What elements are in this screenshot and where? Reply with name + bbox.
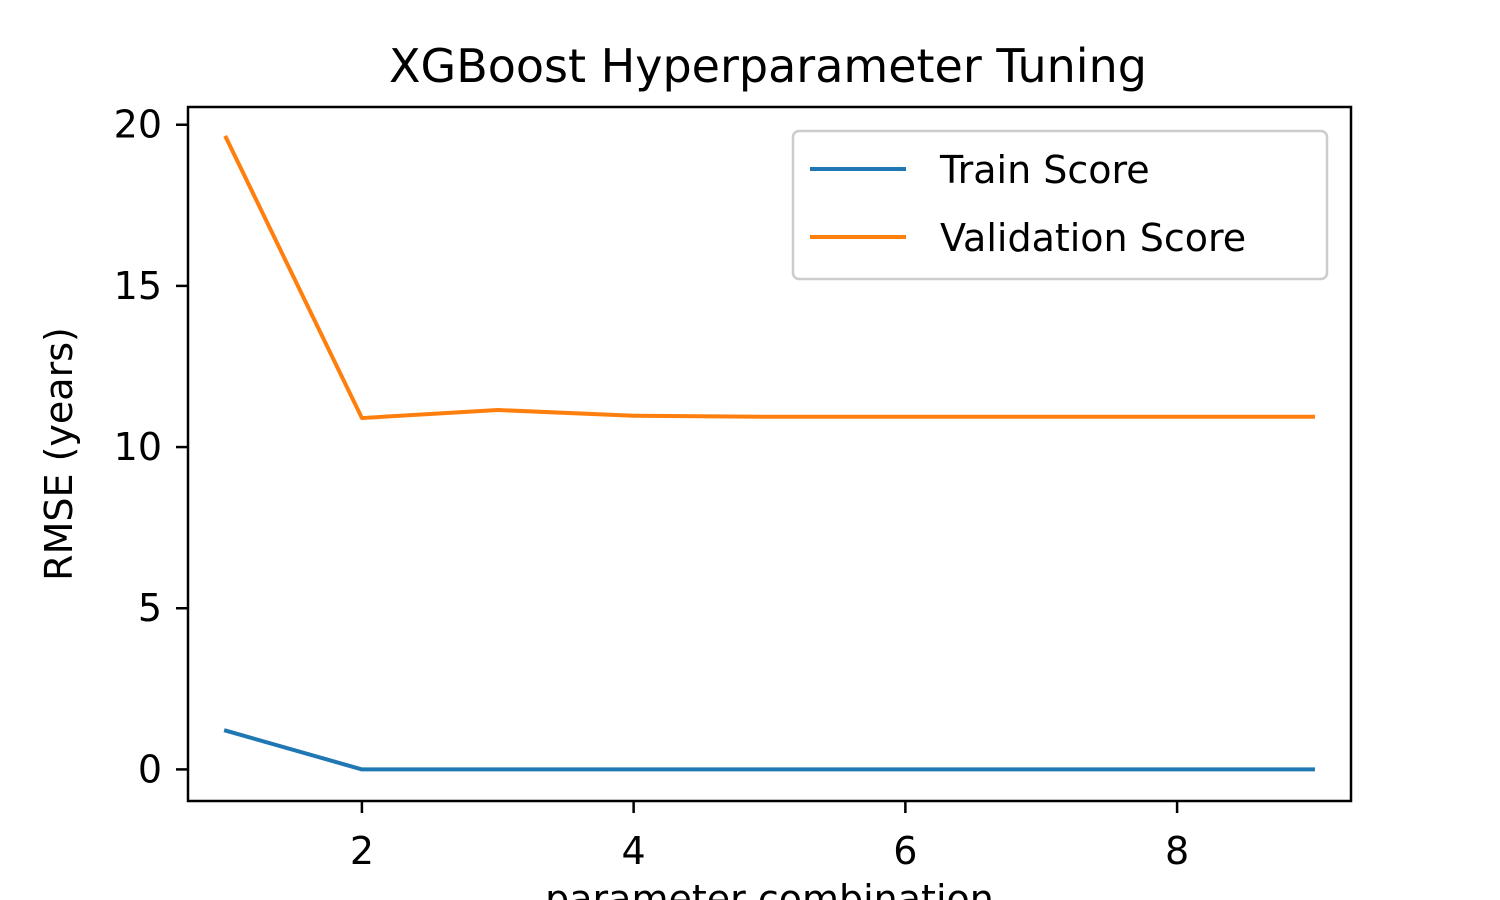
series-line-0 <box>223 728 1315 772</box>
y-axis-label: RMSE (years) <box>37 327 81 581</box>
x-axis-label: parameter combination <box>545 877 994 900</box>
legend-label: Train Score <box>939 148 1150 192</box>
x-axis: 2 4 6 8 <box>350 801 1189 873</box>
series-line-1 <box>223 134 1315 421</box>
legend-label: Validation Score <box>940 216 1246 260</box>
y-tick-label: 0 <box>138 747 162 791</box>
x-tick-label: 6 <box>893 829 917 873</box>
y-tick-label: 15 <box>114 264 162 308</box>
y-tick-label: 20 <box>114 103 162 147</box>
plot-area <box>223 134 1315 772</box>
legend: Train Score Validation Score <box>791 129 1329 281</box>
legend-box <box>791 129 1329 281</box>
chart-title: XGBoost Hyperparameter Tuning <box>389 39 1147 93</box>
x-tick-label: 8 <box>1165 829 1189 873</box>
x-tick-label: 2 <box>350 829 374 873</box>
axes-frame <box>186 105 1353 803</box>
y-tick-label: 10 <box>114 425 162 469</box>
y-axis: 0 5 10 15 20 <box>114 103 188 791</box>
y-tick-label: 5 <box>138 586 162 630</box>
x-tick-label: 4 <box>622 829 646 873</box>
